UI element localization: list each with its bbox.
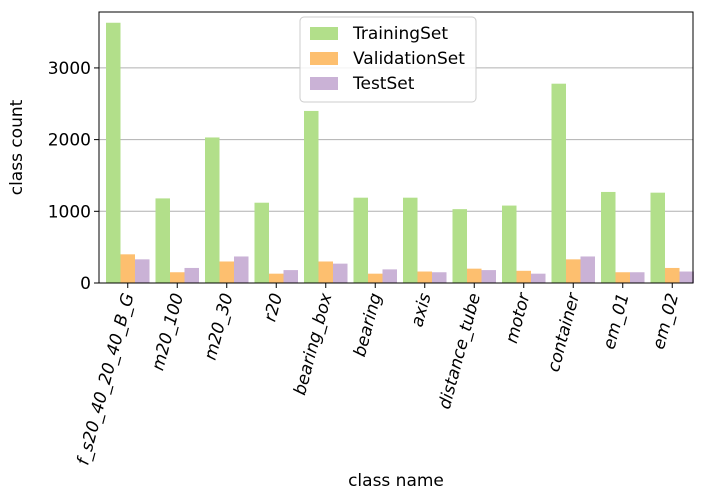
y-axis-ticks: 0 1000 2000 3000 (48, 59, 99, 294)
bar-TrainingSet-em_01 (601, 191, 616, 283)
bar-TrainingSet-em_02 (650, 192, 665, 283)
bar-ValidationSet-m20_100 (170, 272, 185, 283)
bar-TrainingSet-m20_100 (155, 198, 170, 283)
x-tick-label-m20_30: m20_30 (201, 291, 238, 362)
bar-TestSet-container (580, 256, 595, 283)
bar-ValidationSet-m20_30 (219, 261, 234, 283)
y-tick-label-2000: 2000 (48, 131, 91, 151)
bar-TestSet-axis (432, 272, 447, 283)
bar-TrainingSet-m20_30 (205, 137, 220, 283)
bar-ValidationSet-em_02 (665, 267, 680, 283)
x-axis-label: class name (348, 471, 444, 491)
bar-TrainingSet-axis (403, 197, 418, 283)
bar-TrainingSet-bearing_box (304, 110, 319, 283)
legend-swatch-ValidationSet (310, 52, 338, 65)
legend-swatch-TestSet (310, 77, 338, 90)
bar-ValidationSet-bearing (368, 273, 383, 283)
x-axis-ticks: f_s20_40_20_40_B_G m20_100 m20_30 r20 bearin… (73, 283, 683, 467)
legend: TrainingSet ValidationSet TestSet (299, 16, 477, 103)
bar-TrainingSet-f_s20_40_20_40_B_G (106, 22, 121, 283)
legend-swatch-TrainingSet (310, 27, 338, 40)
legend-label-TrainingSet: TrainingSet (352, 24, 448, 44)
bar-TestSet-m20_100 (184, 267, 199, 283)
bar-TestSet-bearing (382, 269, 397, 283)
y-tick-label-0: 0 (80, 274, 91, 294)
x-tick-label-axis: axis (407, 291, 435, 329)
bar-TestSet-em_02 (679, 271, 694, 283)
x-tick-label-distance_tube: distance_tube (435, 291, 485, 411)
legend-label-TestSet: TestSet (352, 74, 415, 94)
bar-ValidationSet-axis (417, 271, 432, 283)
bar-TrainingSet-r20 (254, 202, 269, 283)
bar-ValidationSet-bearing_box (318, 261, 333, 283)
bar-ValidationSet-em_01 (615, 272, 630, 283)
bar-TrainingSet-motor (502, 205, 517, 283)
legend-label-ValidationSet: ValidationSet (353, 49, 465, 69)
bar-TestSet-em_01 (630, 272, 645, 283)
x-tick-label-bearing: bearing (350, 291, 386, 359)
bar-TrainingSet-bearing (353, 197, 368, 283)
x-tick-label-container: container (544, 290, 584, 374)
bar-ValidationSet-r20 (269, 273, 284, 283)
bar-TestSet-m20_30 (234, 256, 249, 283)
bar-TestSet-f_s20_40_20_40_B_G (135, 259, 150, 283)
x-tick-label-f_s20_40_20_40_B_G: f_s20_40_20_40_B_G (73, 291, 138, 467)
bar-TrainingSet-container (551, 83, 566, 284)
bar-TestSet-motor (531, 273, 546, 283)
x-tick-label-bearing_box: bearing_box (290, 290, 337, 397)
bar-TestSet-bearing_box (333, 263, 348, 283)
bar-ValidationSet-distance_tube (467, 268, 482, 283)
x-tick-label-r20: r20 (260, 291, 287, 324)
x-tick-label-m20_100: m20_100 (148, 291, 188, 373)
x-tick-label-em_02: em_02 (649, 291, 683, 351)
y-axis-label: class count (7, 99, 27, 195)
bar-ValidationSet-motor (516, 270, 531, 283)
plot-frame (98, 11, 694, 284)
x-tick-label-motor: motor (502, 290, 535, 345)
legend-box (299, 16, 477, 103)
bar-TrainingSet-distance_tube (452, 209, 467, 283)
bar-ValidationSet-container (566, 259, 581, 283)
x-tick-label-em_01: em_01 (599, 291, 633, 351)
y-tick-label-3000: 3000 (48, 59, 91, 79)
bar-TestSet-r20 (283, 270, 298, 283)
y-tick-label-1000: 1000 (48, 202, 91, 222)
bar-ValidationSet-f_s20_40_20_40_B_G (120, 254, 135, 283)
bar-TestSet-distance_tube (481, 270, 496, 283)
bars (106, 22, 694, 284)
